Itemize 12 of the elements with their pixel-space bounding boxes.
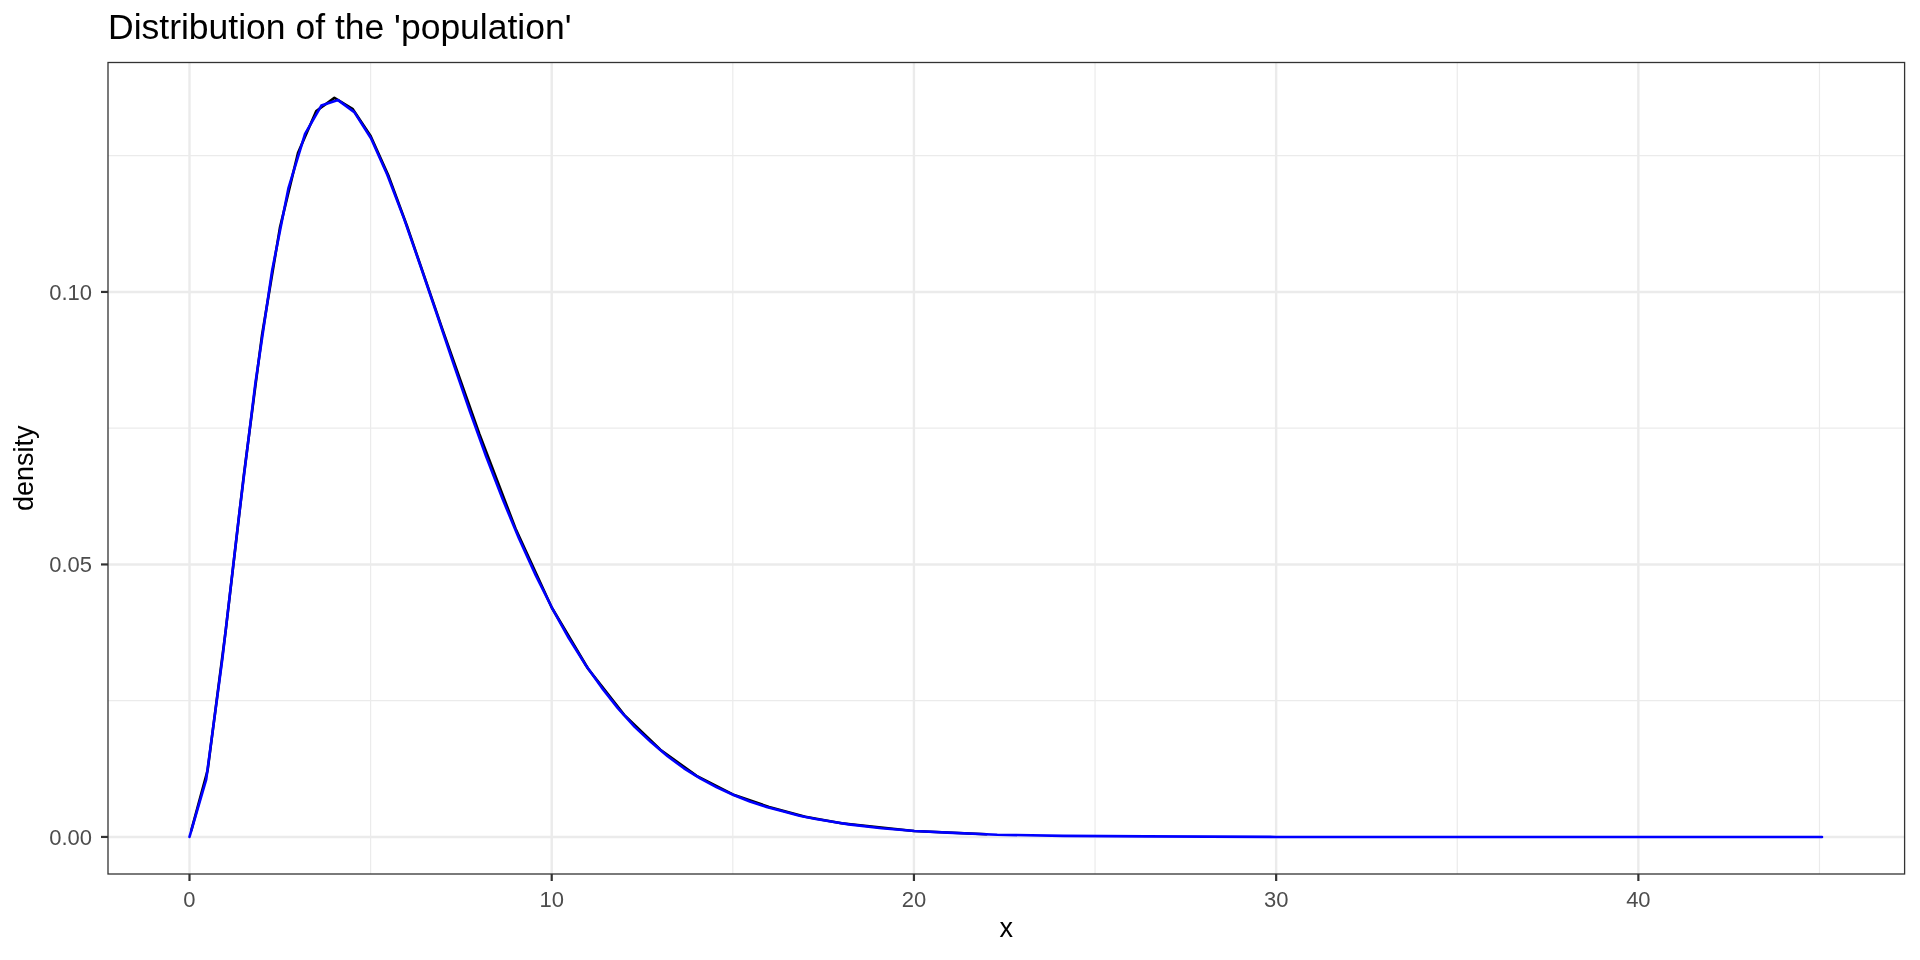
x-tick-label: 30: [1263, 887, 1289, 912]
y-axis-title: density: [9, 424, 39, 512]
x-tick-label: 40: [1626, 887, 1651, 912]
x-tick-label: 0: [183, 887, 196, 912]
x-tick-label: 20: [901, 887, 927, 912]
y-tick-label: 0.05: [49, 552, 92, 578]
line-series: [188, 98, 1824, 839]
y-tick-label: 0.00: [49, 824, 92, 850]
chart-title: Distribution of the 'population': [108, 7, 572, 47]
x-axis-title: x: [999, 913, 1014, 943]
x-tick-label: 10: [539, 887, 564, 912]
y-tick-label: 0.10: [49, 279, 92, 305]
